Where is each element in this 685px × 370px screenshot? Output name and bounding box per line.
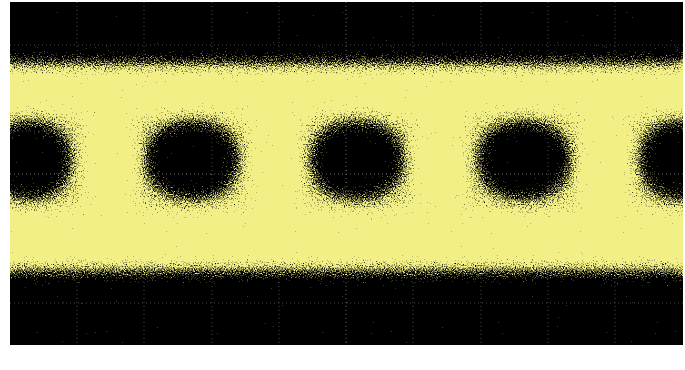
- frame-left: [0, 0, 10, 370]
- frame-top: [0, 0, 685, 2]
- eye-trace: [0, 0, 685, 370]
- eye-diagram-screen: [0, 0, 685, 370]
- frame-bottom: [0, 345, 685, 370]
- page: [0, 0, 685, 370]
